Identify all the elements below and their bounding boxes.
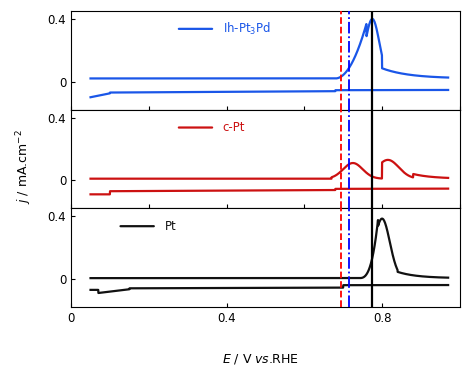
Text: Pt: Pt bbox=[164, 220, 176, 233]
Text: $j$ / mA.cm$^{-2}$: $j$ / mA.cm$^{-2}$ bbox=[14, 129, 34, 204]
Text: Ih-Pt$_3$Pd: Ih-Pt$_3$Pd bbox=[223, 21, 271, 37]
Text: c-Pt: c-Pt bbox=[223, 121, 245, 134]
Text: $E$ / V $\it{vs}$.RHE: $E$ / V $\it{vs}$.RHE bbox=[222, 352, 299, 366]
